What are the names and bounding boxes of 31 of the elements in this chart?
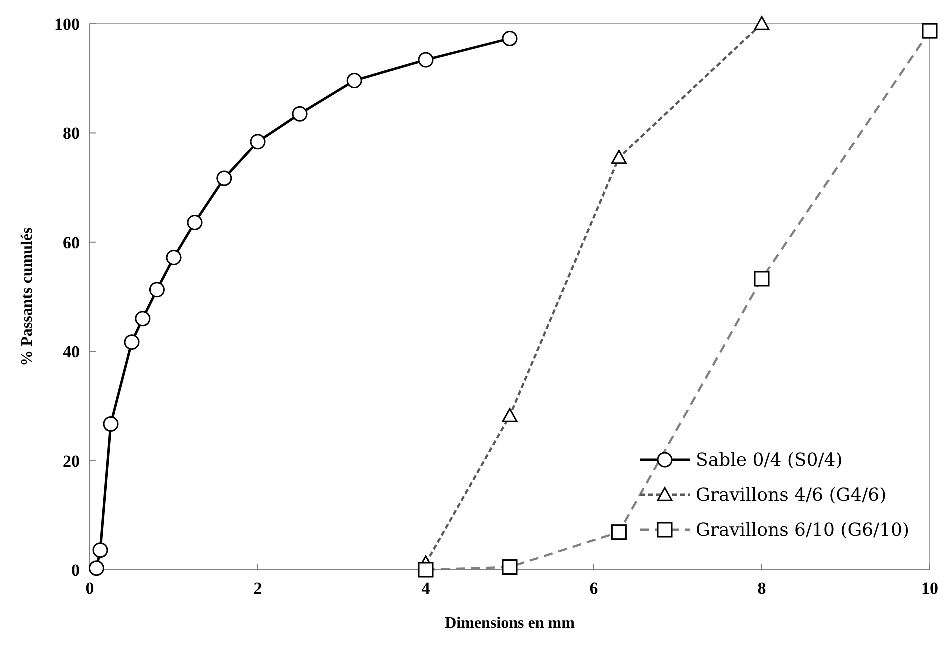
y-tick-label: 80 — [63, 124, 80, 144]
point — [124, 334, 140, 350]
x-tick-label: 8 — [758, 579, 766, 598]
y-tick-label: 60 — [63, 233, 80, 252]
y-axis-title: % Passants cumulés — [19, 228, 36, 366]
point — [149, 282, 165, 298]
x-axis-title: Dimensions en mm — [445, 615, 576, 632]
x-tick-label: 10 — [922, 579, 938, 598]
point — [216, 170, 232, 186]
y-tick-label: 100 — [54, 15, 80, 34]
point — [92, 542, 108, 558]
x-tick-label: 4 — [422, 579, 431, 598]
legend-label: Gravillons 4/6 (G4/6) — [696, 485, 887, 506]
point — [292, 106, 308, 122]
x-tick-label: 6 — [590, 579, 598, 598]
point — [250, 134, 266, 150]
point — [88, 560, 104, 576]
point — [135, 311, 151, 327]
x-tick-label: 0 — [86, 579, 94, 598]
point — [418, 52, 434, 68]
point — [346, 73, 362, 89]
x-tick-label: 2 — [254, 579, 262, 598]
y-tick-label: 0 — [72, 561, 80, 580]
y-tick-label: 20 — [63, 452, 80, 471]
point — [187, 214, 203, 230]
point — [103, 416, 119, 432]
legend-label: Gravillons 6/10 (G6/10) — [696, 520, 910, 541]
point — [502, 30, 518, 46]
legend-label: Sable 0/4 (S0/4) — [696, 450, 843, 471]
point — [166, 250, 182, 266]
y-tick-label: 40 — [63, 342, 80, 362]
